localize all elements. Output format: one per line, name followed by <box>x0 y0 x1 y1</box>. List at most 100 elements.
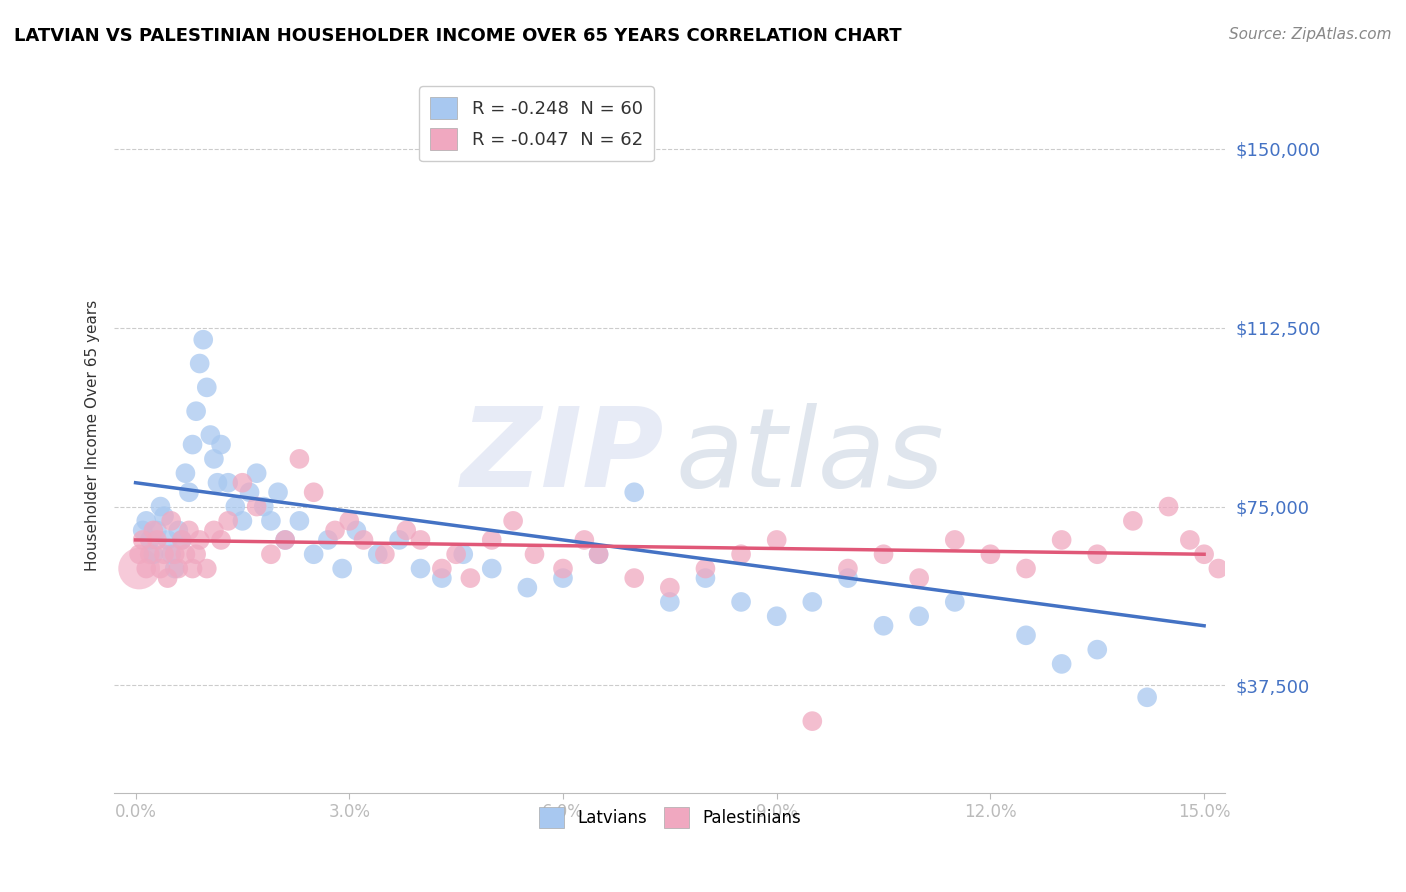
Point <box>551 561 574 575</box>
Point <box>481 533 503 547</box>
Point <box>1085 642 1108 657</box>
Point <box>184 404 207 418</box>
Point <box>908 609 931 624</box>
Point <box>231 514 253 528</box>
Point <box>202 524 225 538</box>
Point <box>801 714 824 728</box>
Text: Source: ZipAtlas.com: Source: ZipAtlas.com <box>1229 27 1392 42</box>
Point <box>1015 628 1038 642</box>
Point <box>260 514 283 528</box>
Point <box>623 485 645 500</box>
Point <box>323 524 346 538</box>
Point <box>1085 547 1108 561</box>
Point <box>135 514 157 528</box>
Point <box>131 524 153 538</box>
Point <box>730 547 752 561</box>
Point <box>128 547 150 561</box>
Point <box>367 547 389 561</box>
Point <box>139 547 162 561</box>
Point <box>139 533 162 547</box>
Point <box>156 533 179 547</box>
Y-axis label: Householder Income Over 65 years: Householder Income Over 65 years <box>86 300 100 571</box>
Point <box>153 547 176 561</box>
Point <box>149 500 172 514</box>
Point <box>730 595 752 609</box>
Point <box>167 561 190 575</box>
Point <box>1208 561 1230 575</box>
Point <box>1015 561 1038 575</box>
Point <box>231 475 253 490</box>
Point <box>388 533 411 547</box>
Point <box>451 547 474 561</box>
Point <box>908 571 931 585</box>
Point <box>695 561 717 575</box>
Point <box>200 428 222 442</box>
Point <box>801 595 824 609</box>
Point <box>188 357 211 371</box>
Point <box>658 581 681 595</box>
Point <box>765 609 787 624</box>
Point <box>184 547 207 561</box>
Point <box>409 533 432 547</box>
Point <box>302 485 325 500</box>
Point <box>253 500 276 514</box>
Point <box>207 475 229 490</box>
Point <box>224 500 246 514</box>
Point <box>246 466 269 480</box>
Point <box>353 533 375 547</box>
Point <box>188 533 211 547</box>
Point <box>1050 657 1073 671</box>
Point <box>156 571 179 585</box>
Point <box>395 524 418 538</box>
Point <box>765 533 787 547</box>
Point <box>288 514 311 528</box>
Point <box>502 514 524 528</box>
Point <box>302 547 325 561</box>
Point <box>170 533 193 547</box>
Point <box>167 524 190 538</box>
Point <box>588 547 610 561</box>
Point <box>174 547 197 561</box>
Point <box>174 466 197 480</box>
Point <box>288 451 311 466</box>
Point <box>979 547 1001 561</box>
Point <box>135 561 157 575</box>
Point <box>1122 514 1144 528</box>
Point <box>163 561 186 575</box>
Point <box>409 561 432 575</box>
Point <box>523 547 546 561</box>
Text: atlas: atlas <box>675 403 943 510</box>
Point <box>516 581 538 595</box>
Point <box>246 500 269 514</box>
Point <box>146 533 169 547</box>
Legend: Latvians, Palestinians: Latvians, Palestinians <box>533 801 807 834</box>
Point <box>193 333 215 347</box>
Point <box>1192 547 1215 561</box>
Point <box>460 571 482 585</box>
Point <box>1050 533 1073 547</box>
Point <box>131 533 153 547</box>
Text: LATVIAN VS PALESTINIAN HOUSEHOLDER INCOME OVER 65 YEARS CORRELATION CHART: LATVIAN VS PALESTINIAN HOUSEHOLDER INCOM… <box>14 27 901 45</box>
Point <box>128 561 150 575</box>
Point <box>574 533 596 547</box>
Point <box>316 533 339 547</box>
Point <box>872 619 894 633</box>
Point <box>149 561 172 575</box>
Point <box>238 485 260 500</box>
Point <box>142 524 165 538</box>
Point <box>1157 500 1180 514</box>
Point <box>217 514 239 528</box>
Point <box>202 451 225 466</box>
Point <box>330 561 353 575</box>
Point <box>444 547 467 561</box>
Point <box>337 514 360 528</box>
Point <box>837 571 859 585</box>
Text: ZIP: ZIP <box>461 403 664 510</box>
Point <box>160 514 183 528</box>
Point <box>195 380 218 394</box>
Point <box>163 547 186 561</box>
Point <box>430 571 453 585</box>
Point <box>209 533 232 547</box>
Point <box>142 547 165 561</box>
Point <box>177 485 200 500</box>
